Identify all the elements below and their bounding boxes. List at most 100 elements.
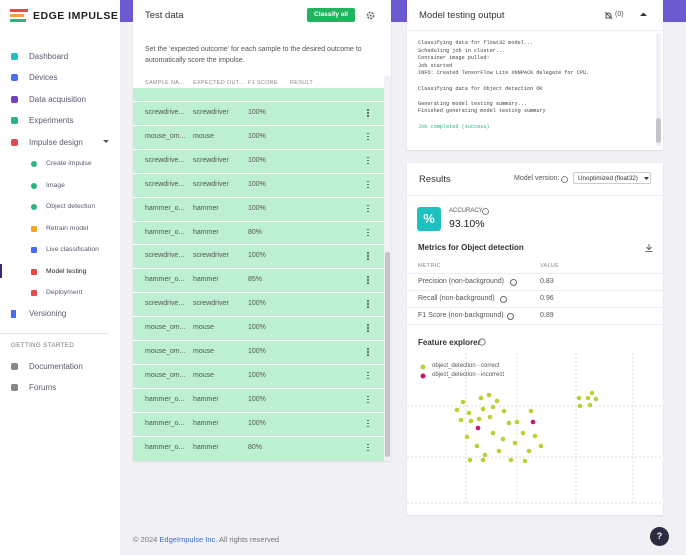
- cell: 100%: [248, 109, 266, 116]
- cell: mouse: [193, 132, 215, 140]
- dot: [367, 327, 369, 329]
- row-menu[interactable]: [366, 348, 369, 357]
- row-menu[interactable]: [366, 228, 369, 238]
- row-menu[interactable]: [366, 156, 369, 166]
- model-version-select[interactable]: Unoptimized (float32): [573, 172, 651, 184]
- row-menu[interactable]: [366, 395, 369, 405]
- info-icon: [506, 313, 514, 320]
- row-menu[interactable]: [366, 180, 369, 190]
- nav-item[interactable]: Dashboard: [29, 52, 69, 61]
- info-icon: [478, 338, 486, 346]
- cell: 80%: [248, 228, 263, 236]
- row-menu[interactable]: [366, 300, 369, 309]
- dot: [367, 374, 369, 377]
- cell: screwdrive...: [145, 156, 185, 164]
- download-icon[interactable]: [645, 244, 653, 252]
- row-menu[interactable]: [366, 132, 369, 142]
- nav-icon: [11, 363, 18, 370]
- dot: [367, 210, 369, 213]
- dot: [367, 159, 369, 162]
- log-line: Container image pulled!: [418, 55, 490, 62]
- row-menu[interactable]: [366, 443, 369, 453]
- help-button[interactable]: ?: [650, 527, 669, 546]
- nav-sub-item[interactable]: Object detection: [46, 203, 96, 210]
- row-menu[interactable]: [366, 276, 369, 285]
- row-divider: [133, 101, 384, 102]
- cell: 100%: [248, 156, 266, 164]
- cell: 85%: [248, 276, 263, 284]
- classify-all-button[interactable]: Classify all: [307, 8, 355, 22]
- row-menu[interactable]: [366, 419, 369, 429]
- nav-sub-item[interactable]: Live classification: [46, 246, 99, 253]
- row-divider: [133, 196, 384, 198]
- dot: [367, 138, 369, 141]
- cell: screwdriver: [193, 156, 229, 164]
- metric-value: 0.89: [540, 312, 554, 319]
- nav-sub-item[interactable]: Deployment: [46, 289, 83, 296]
- dot: [367, 303, 369, 305]
- dot: [367, 109, 369, 111]
- row-menu[interactable]: [366, 204, 369, 214]
- scrollbar-thumb[interactable]: [656, 118, 661, 143]
- log-line: Job started: [418, 62, 453, 69]
- nav-item[interactable]: Devices: [29, 73, 58, 82]
- copyright: © 2024: [133, 535, 158, 544]
- nav-item[interactable]: Data acquisition: [29, 95, 86, 104]
- metric-name: Precision (non-background): [418, 278, 504, 285]
- bell-icon[interactable]: [604, 11, 613, 20]
- nav-sub-item[interactable]: Create impulse: [46, 160, 92, 167]
- cell: 100%: [248, 132, 266, 140]
- footer-link[interactable]: EdgeImpulse Inc.: [159, 535, 218, 544]
- cell: mouse: [193, 371, 215, 379]
- nav-item[interactable]: Experiments: [29, 116, 74, 125]
- cell: 100%: [248, 348, 266, 355]
- row-divider: [133, 292, 384, 294]
- settings-icon[interactable]: [366, 11, 375, 20]
- dot: [367, 180, 369, 183]
- logo-text: EDGE IMPULSE: [33, 10, 119, 22]
- nav-sub-item[interactable]: Retrain model: [46, 224, 89, 232]
- feature-explorer-title: Feature explorer: [418, 338, 481, 347]
- cell: mouse_om...: [145, 371, 186, 379]
- row-divider: [407, 273, 663, 274]
- divider: [407, 195, 663, 196]
- dot: [367, 282, 369, 284]
- cell: mouse_om...: [145, 324, 186, 332]
- nav-sub-item[interactable]: Image: [46, 181, 65, 189]
- dot: [367, 258, 369, 260]
- cell: screwdrive...: [145, 180, 185, 188]
- log-line: Classifying data for Object detection OK: [418, 85, 543, 92]
- nav-sub-item[interactable]: Model testing: [46, 267, 87, 275]
- dot: [367, 132, 369, 135]
- row-menu[interactable]: [366, 252, 369, 261]
- scrollbar-track: [384, 76, 391, 461]
- nav-item[interactable]: Impulse design: [29, 138, 83, 147]
- card-title: Model testing output: [419, 10, 505, 21]
- dot: [367, 135, 369, 138]
- nav-icon: [11, 74, 18, 81]
- divider: [407, 30, 663, 31]
- nav-item[interactable]: Versioning: [29, 309, 67, 318]
- nav-item[interactable]: Forums: [29, 383, 57, 392]
- collapse-icon[interactable]: [640, 12, 647, 17]
- dot: [367, 419, 369, 422]
- scrollbar-thumb[interactable]: [385, 252, 390, 457]
- log-line: Generating model testing summary...: [418, 100, 527, 107]
- row-divider: [407, 290, 663, 291]
- metric-value: 0.96: [540, 295, 554, 302]
- cell: hammer: [193, 419, 219, 427]
- column-header: METRIC: [418, 263, 441, 269]
- step-icon: [31, 247, 37, 253]
- log-line: INFO: Created TensorFlow Lite XNNPACK de…: [418, 70, 590, 77]
- row-menu[interactable]: [366, 371, 369, 381]
- row-menu[interactable]: [366, 324, 369, 333]
- row-menu[interactable]: [366, 109, 369, 118]
- dot: [367, 351, 369, 353]
- cell: hammer_o...: [145, 276, 185, 284]
- dot: [367, 395, 369, 398]
- nav-item[interactable]: Documentation: [29, 362, 83, 371]
- metrics-title: Metrics for Object detection: [418, 243, 524, 252]
- dot: [367, 112, 369, 114]
- cell: mouse_om...: [145, 348, 186, 355]
